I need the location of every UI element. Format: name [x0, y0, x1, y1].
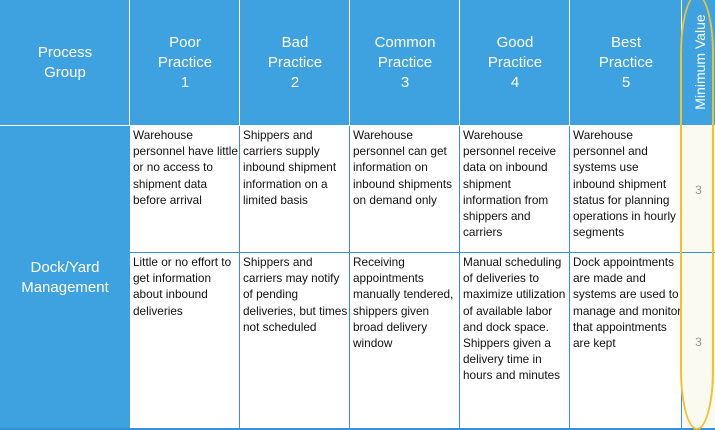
practice-header-3: Common Practice 3: [350, 0, 460, 126]
practice-header-2: Bad Practice 2: [240, 0, 350, 126]
practice-cell: Warehouse personnel can get information …: [350, 126, 460, 253]
header-divider: [129, 0, 130, 126]
practice-header-1: Poor Practice 1: [130, 0, 240, 126]
practice-cell: Receiving appointments manually tendered…: [350, 253, 460, 430]
header-divider: [459, 0, 460, 126]
minimum-value: 3: [695, 334, 702, 349]
body-divider: [459, 126, 460, 430]
process-group-header: Process Group: [0, 0, 130, 126]
process-group-cell: Dock/Yard Management: [0, 126, 130, 430]
body-divider: [239, 126, 240, 430]
header-divider: [681, 0, 682, 126]
practice-cell: Dock appointments are made and systems a…: [570, 253, 682, 430]
practice-number: 1: [180, 74, 190, 91]
minimum-value-cell: 3: [682, 126, 715, 253]
practice-name: Common Practice: [374, 34, 436, 71]
practice-cell: Warehouse personnel receive data on inbo…: [460, 126, 570, 253]
body-divider: [681, 126, 682, 430]
practice-number: 4: [510, 74, 520, 91]
practice-cell: Little or no effort to get information a…: [130, 253, 240, 430]
practice-header-4: Good Practice 4: [460, 0, 570, 126]
header-bottom-divider: [0, 125, 715, 126]
process-group-name: Dock/Yard Management: [21, 259, 109, 296]
minimum-value-label: Minimum Value: [692, 14, 708, 110]
practice-name: Poor Practice: [157, 34, 213, 71]
practice-name: Bad Practice: [267, 34, 323, 71]
header-divider: [239, 0, 240, 126]
minimum-value-cell: 3: [682, 253, 715, 430]
practice-number: 2: [290, 74, 300, 91]
practice-number: 5: [621, 74, 631, 91]
practice-cell: Shippers and carriers may notify of pend…: [240, 253, 350, 430]
practice-cell: Warehouse personnel and systems use inbo…: [570, 126, 682, 253]
practice-name: Best Practice: [598, 34, 654, 71]
practice-cell: Manual scheduling of deliveries to maxim…: [460, 253, 570, 430]
body-divider: [569, 126, 570, 430]
practice-header-5: Best Practice 5: [570, 0, 682, 126]
header-divider: [569, 0, 570, 126]
practice-cell: Warehouse personnel have little or no ac…: [130, 126, 240, 253]
process-group-header-text: Process Group: [37, 44, 93, 81]
minimum-value-header: [682, 0, 715, 126]
body-divider: [349, 126, 350, 430]
practice-number: 3: [400, 74, 410, 91]
minimum-value: 3: [695, 182, 702, 197]
table-bottom-border: [0, 428, 715, 430]
practice-name: Good Practice: [487, 34, 543, 71]
practice-cell: Shippers and carriers supply inbound shi…: [240, 126, 350, 253]
row-divider: [130, 252, 715, 253]
header-divider: [349, 0, 350, 126]
